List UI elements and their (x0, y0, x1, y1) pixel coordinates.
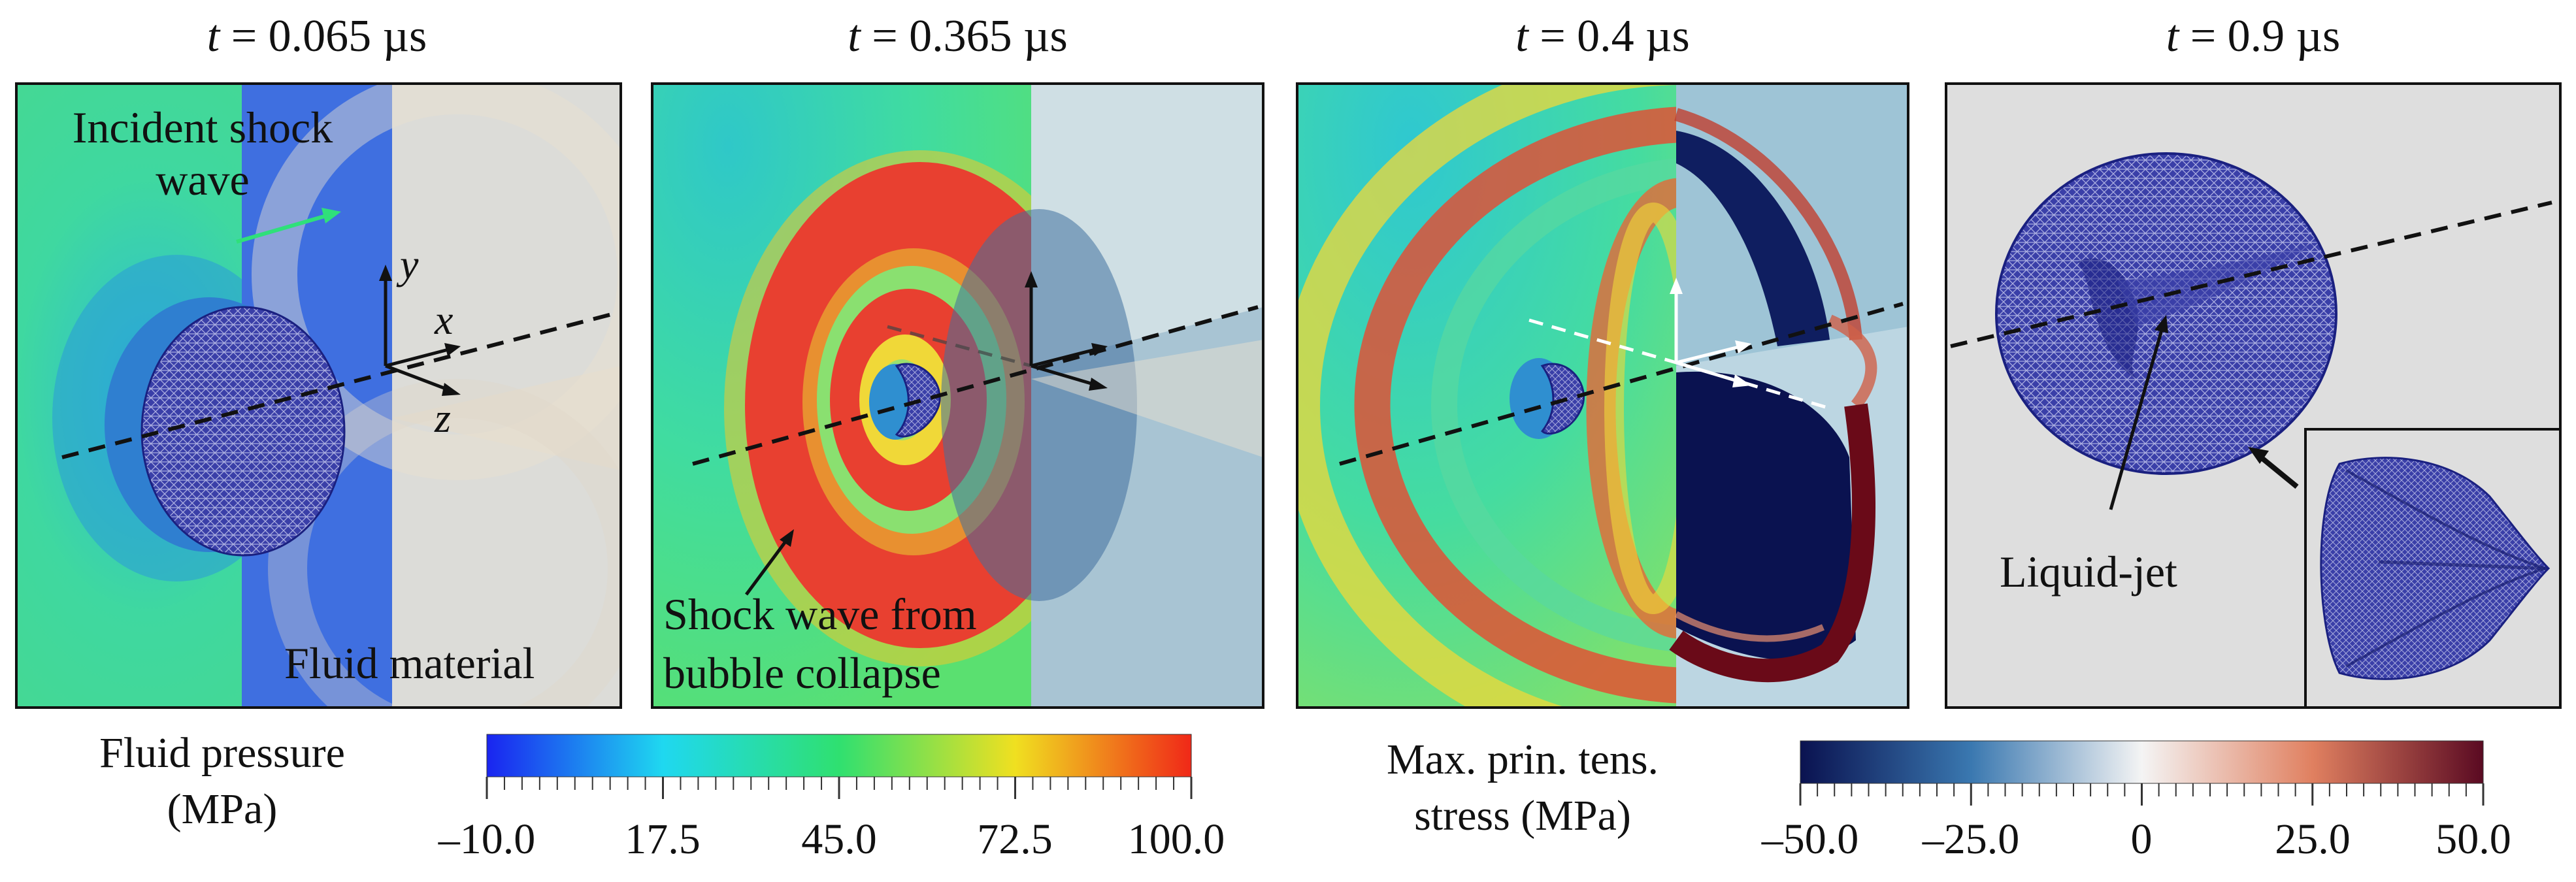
axis-y-label: y (400, 241, 419, 287)
stress-tick-label: –25.0 (1922, 815, 2020, 863)
incident-arrow (322, 208, 341, 223)
stress-tick-label: 25.0 (2275, 815, 2351, 863)
panel-1-time: t = 0.065 µs (206, 11, 427, 61)
fluid-material-label: Fluid material (284, 638, 535, 688)
panel-4-time: t = 0.9 µs (2166, 11, 2341, 61)
stress-tick-label: –50.0 (1761, 815, 1859, 863)
tension-region (1676, 371, 1856, 661)
pressure-tick-label: 17.5 (625, 815, 701, 863)
stress-colorbar (1799, 740, 2485, 806)
panel-3 (1297, 84, 1908, 708)
symmetry-axis (61, 312, 615, 459)
pressure-colorbar (486, 734, 1193, 799)
panel-3-time: t = 0.4 µs (1515, 11, 1690, 61)
liquid-jet-label: Liquid-jet (2000, 547, 2177, 596)
pressure-tick-label: 100.0 (1127, 815, 1225, 863)
panel-1 (16, 84, 621, 708)
axis-x-label: x (435, 297, 454, 343)
pressure-ticks (486, 777, 1193, 799)
stress-tick-label: 0 (2130, 815, 2153, 863)
panel-2 (652, 84, 1263, 708)
stress-ticks (1799, 783, 2485, 806)
collapse-shock-label: Shock wave from bubble collapse (663, 589, 977, 698)
panel-2-time: t = 0.365 µs (848, 11, 1068, 61)
incident-shock-label: Incident shock wave (72, 103, 333, 204)
inset-bubble-side-view (2320, 457, 2551, 680)
pressure-tick-label: –10.0 (438, 815, 536, 863)
pressure-colorbar-title: Fluid pressure (MPa) (99, 729, 345, 833)
stress-colorbar-title: Max. prin. tens. stress (MPa) (1386, 736, 1659, 840)
stress-tick-label: 50.0 (2436, 815, 2511, 863)
pressure-tick-label: 72.5 (977, 815, 1053, 863)
bubble (142, 307, 344, 555)
axis-z-label: z (435, 395, 451, 441)
pressure-tick-label: 45.0 (801, 815, 877, 863)
panel-4 (1946, 84, 2560, 708)
